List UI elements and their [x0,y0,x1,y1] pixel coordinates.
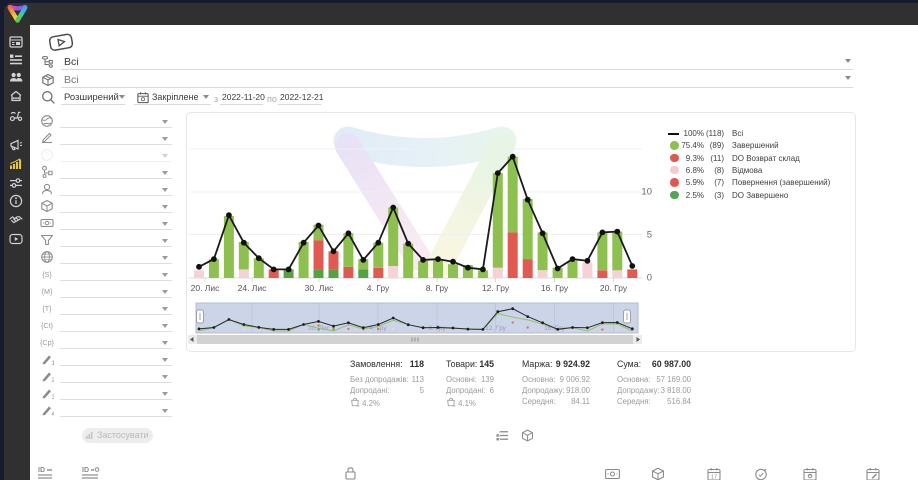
svg-text:4. Гру: 4. Гру [367,283,390,293]
svg-text:{Ct}: {Ct} [41,321,54,330]
svg-text:ID: ID [38,467,45,474]
svg-text:20. Лис: 20. Лис [191,283,221,293]
svg-text:8. Гру: 8. Гру [426,283,449,293]
svg-text:5: 5 [647,230,652,241]
svg-text:12. Гру: 12. Гру [485,325,507,332]
svg-text:2: 2 [52,377,55,383]
svg-text:?: ? [45,151,49,160]
svg-text:24. Лис: 24. Лис [238,283,268,293]
svg-text:x: x [358,403,361,407]
svg-text:4: 4 [52,411,55,417]
svg-text:{S}: {S} [42,270,52,279]
svg-text:ID: ID [82,467,89,474]
svg-text:{M}: {M} [42,287,53,296]
svg-text:10: 10 [641,187,652,198]
svg-text:x: x [454,403,457,407]
svg-text:1: 1 [52,360,55,366]
svg-text:{T}: {T} [42,304,52,313]
svg-text:30. Лис: 30. Лис [305,283,335,293]
svg-text:16. Гру: 16. Гру [541,283,569,293]
svg-text:{Cp}: {Cp} [40,338,54,347]
svg-text:17: 17 [711,475,717,480]
svg-text:20. Гру: 20. Гру [600,283,628,293]
svg-text:3: 3 [52,394,55,400]
svg-text:0: 0 [647,273,652,284]
svg-text:12. Гру: 12. Гру [482,283,510,293]
